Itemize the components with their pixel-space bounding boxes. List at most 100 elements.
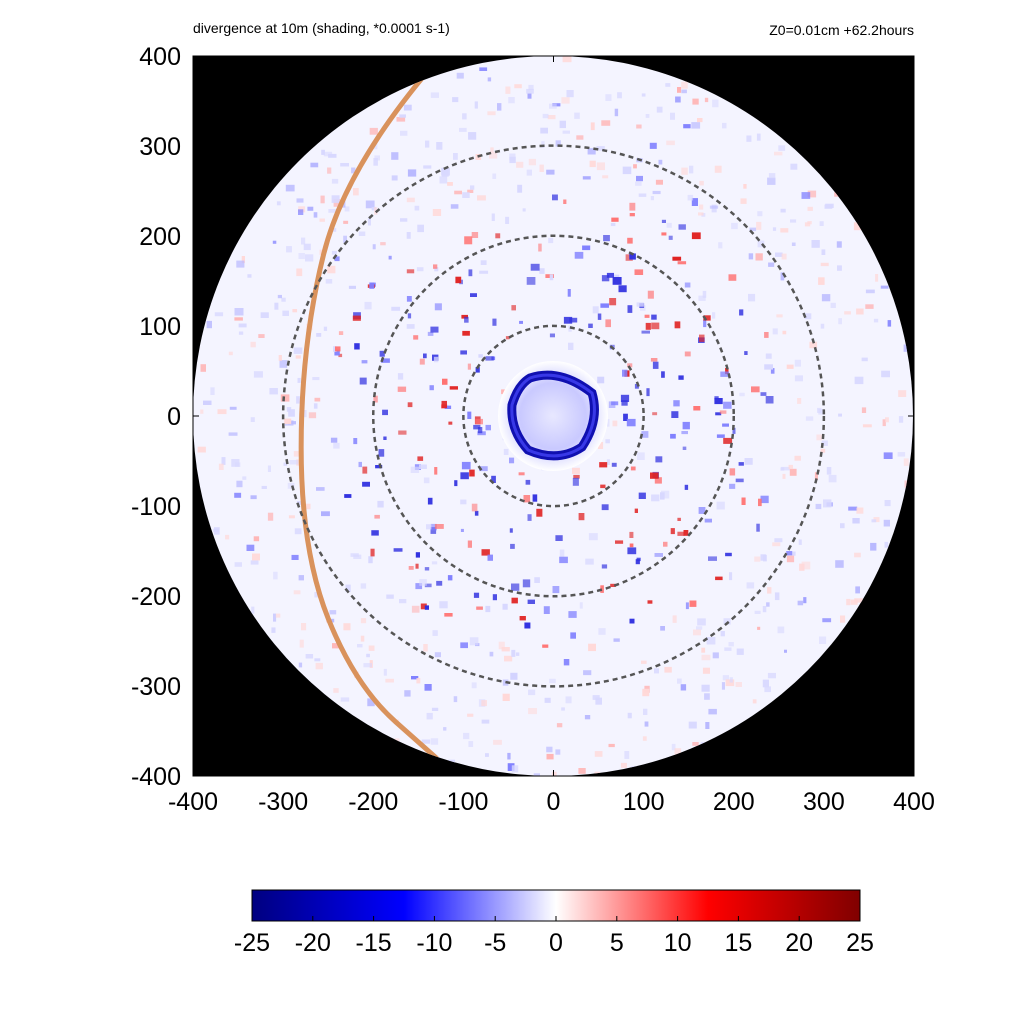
field-cell: [353, 438, 358, 445]
field-cell: [415, 552, 420, 558]
field-cell: [269, 388, 278, 395]
field-cell: [677, 261, 687, 265]
field-cell: [272, 240, 277, 244]
field-cell: [693, 406, 701, 411]
field-cell: [379, 350, 385, 357]
field-cell: [365, 200, 375, 209]
field-cell: [271, 627, 276, 633]
field-cell: [823, 499, 832, 508]
field-cell: [321, 149, 325, 155]
field-cell: [854, 552, 861, 558]
field-cell: [703, 315, 711, 321]
field-cell: [724, 647, 732, 651]
field-cell: [701, 684, 710, 692]
field-cell: [644, 721, 649, 727]
field-cell: [425, 140, 430, 148]
field-cell: [406, 296, 412, 302]
field-cell: [546, 753, 554, 760]
field-cell: [467, 189, 474, 193]
field-cell: [768, 262, 775, 267]
field-cell: [592, 695, 600, 700]
field-cell: [495, 233, 501, 239]
field-cell: [431, 561, 438, 565]
field-cell: [517, 184, 523, 193]
field-cell: [258, 334, 265, 338]
field-cell: [677, 531, 685, 536]
field-cell: [433, 356, 439, 363]
field-cell: [729, 572, 733, 581]
field-cell: [462, 192, 470, 198]
field-cell: [489, 651, 494, 657]
field-cell: [821, 440, 828, 446]
field-cell: [563, 316, 573, 324]
field-cell: [487, 554, 493, 561]
colorbar-tick-label: 15: [724, 929, 752, 957]
field-cell: [522, 208, 526, 212]
field-cell: [407, 313, 412, 319]
field-cell: [852, 518, 860, 524]
field-cell: [687, 194, 694, 201]
field-cell: [903, 344, 909, 352]
field-cell: [574, 112, 580, 119]
field-cell: [301, 237, 306, 245]
field-cell: [723, 618, 731, 625]
field-cell: [612, 277, 622, 285]
field-cell: [313, 212, 318, 218]
field-cell: [280, 394, 290, 402]
field-cell: [468, 269, 473, 277]
field-cell: [519, 616, 526, 621]
field-cell: [809, 341, 818, 349]
field-cell: [661, 371, 665, 378]
field-cell: [351, 167, 356, 174]
field-cell: [754, 610, 761, 614]
field-cell: [656, 106, 663, 113]
field-cell: [460, 528, 464, 532]
field-cell: [518, 472, 525, 476]
field-cell: [592, 306, 599, 314]
field-cell: [562, 130, 570, 134]
field-cell: [253, 371, 263, 378]
field-cell: [490, 147, 494, 153]
field-cell: [286, 246, 292, 253]
field-cell: [765, 353, 772, 359]
field-cell: [415, 583, 423, 590]
field-cell: [334, 349, 340, 356]
field-cell: [343, 220, 349, 224]
field-cell: [501, 647, 510, 652]
field-cell: [805, 416, 814, 421]
field-cell: [511, 305, 516, 311]
field-cell: [671, 743, 676, 751]
field-cell: [297, 377, 301, 383]
y-tick-label: -100: [131, 493, 181, 521]
field-cell: [714, 396, 719, 400]
field-cell: [740, 198, 747, 204]
field-cell: [427, 497, 433, 505]
field-cell: [385, 678, 394, 683]
field-cell: [434, 652, 441, 658]
x-tick-label: -300: [258, 788, 308, 816]
field-cell: [325, 279, 333, 284]
field-cell: [814, 472, 818, 480]
field-cell: [511, 765, 519, 773]
field-cell: [704, 693, 710, 700]
field-cell: [637, 452, 645, 460]
field-cell: [320, 195, 325, 204]
field-cell: [820, 323, 825, 329]
field-cell: [502, 603, 508, 610]
field-cell: [670, 112, 675, 120]
field-cell: [559, 120, 566, 129]
field-cell: [522, 579, 531, 588]
field-cell: [407, 169, 417, 177]
field-cell: [498, 641, 505, 650]
field-cell: [361, 360, 368, 364]
x-tick-label: 400: [893, 788, 935, 816]
field-cell: [615, 540, 624, 544]
field-cell: [419, 464, 427, 469]
field-cell: [725, 368, 729, 375]
field-cell: [597, 376, 605, 384]
field-cell: [774, 592, 780, 601]
colorbar-tick-label: -20: [295, 929, 331, 957]
field-cell: [714, 165, 722, 173]
field-cell: [786, 364, 794, 369]
field-cell: [556, 723, 563, 728]
